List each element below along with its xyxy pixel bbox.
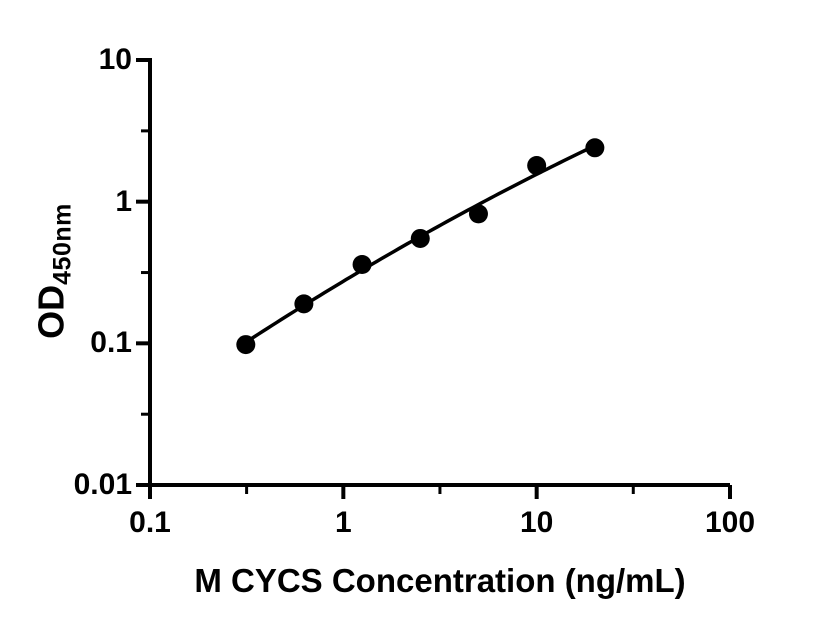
data-point bbox=[527, 156, 547, 175]
data-point bbox=[410, 228, 430, 248]
x-tick-label: 10 bbox=[519, 506, 554, 539]
x-tick-label: 1 bbox=[334, 506, 352, 539]
data-point bbox=[352, 255, 372, 275]
data-point bbox=[294, 294, 314, 314]
data-point bbox=[236, 335, 256, 355]
y-tick-label: 1 bbox=[115, 184, 132, 218]
y-axis-title: OD450nm bbox=[31, 203, 78, 339]
y-tick-label: 0.1 bbox=[90, 326, 132, 360]
data-point bbox=[468, 204, 488, 224]
y-tick-label: 10 bbox=[98, 43, 132, 76]
x-tick-label: 100 bbox=[704, 506, 756, 539]
axis-frame bbox=[148, 58, 730, 487]
x-axis-title: M CYCS Concentration (ng/mL) bbox=[194, 562, 686, 599]
x-tick-label: 0.1 bbox=[129, 506, 171, 539]
y-tick-label: 0.01 bbox=[73, 468, 132, 501]
data-point bbox=[585, 138, 605, 158]
